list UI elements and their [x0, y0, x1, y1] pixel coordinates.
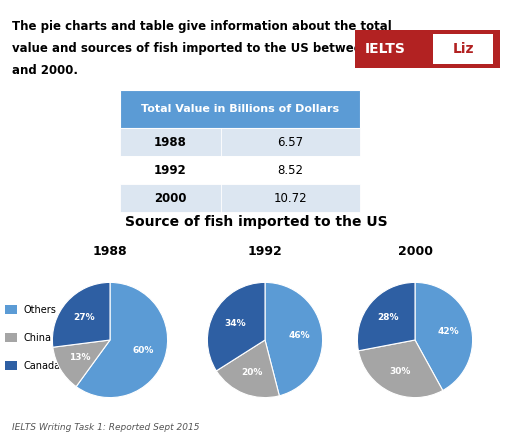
Text: 2000: 2000	[154, 191, 187, 205]
Bar	[355, 30, 500, 68]
Text: 28%: 28%	[378, 313, 399, 323]
Text: The pie charts and table give information about the total: The pie charts and table give informatio…	[12, 20, 392, 33]
Text: 20%: 20%	[242, 368, 263, 377]
Text: Source of fish imported to the US: Source of fish imported to the US	[125, 215, 387, 229]
Bar	[120, 128, 360, 156]
Bar	[5, 361, 17, 370]
Text: 1992: 1992	[154, 164, 187, 176]
Wedge shape	[53, 340, 110, 387]
Bar	[433, 34, 493, 64]
Wedge shape	[415, 282, 473, 390]
Text: 13%: 13%	[70, 353, 91, 362]
Text: 27%: 27%	[73, 312, 95, 322]
Text: 60%: 60%	[132, 346, 154, 355]
Text: Total Value in Billions of Dollars: Total Value in Billions of Dollars	[141, 104, 339, 114]
Text: China: China	[23, 333, 51, 343]
Text: 1992: 1992	[248, 245, 283, 258]
Wedge shape	[217, 340, 280, 398]
Bar	[120, 184, 360, 212]
Wedge shape	[207, 282, 265, 371]
Bar	[120, 90, 360, 128]
Text: 1988: 1988	[93, 245, 127, 258]
Text: Canada: Canada	[23, 362, 60, 371]
Text: Others: Others	[23, 305, 56, 316]
Wedge shape	[357, 282, 415, 351]
Wedge shape	[52, 282, 110, 347]
Wedge shape	[76, 282, 167, 398]
Text: 42%: 42%	[438, 327, 459, 336]
Text: 2000: 2000	[397, 245, 433, 258]
Bar	[5, 305, 17, 314]
Text: IELTS: IELTS	[365, 42, 406, 56]
Text: 10.72: 10.72	[273, 191, 307, 205]
Wedge shape	[265, 282, 323, 396]
Text: value and sources of fish imported to the US between 1988: value and sources of fish imported to th…	[12, 42, 407, 55]
Bar	[5, 333, 17, 342]
Text: 30%: 30%	[390, 367, 411, 376]
Text: 8.52: 8.52	[278, 164, 304, 176]
Text: 1988: 1988	[154, 136, 187, 149]
Text: 6.57: 6.57	[278, 136, 304, 149]
Bar	[120, 156, 360, 184]
Text: IELTS Writing Task 1: Reported Sept 2015: IELTS Writing Task 1: Reported Sept 2015	[12, 423, 200, 432]
Wedge shape	[358, 340, 443, 398]
Text: 46%: 46%	[288, 331, 310, 340]
Text: 34%: 34%	[224, 319, 246, 328]
Text: and 2000.: and 2000.	[12, 64, 78, 77]
Text: Liz: Liz	[452, 42, 474, 56]
